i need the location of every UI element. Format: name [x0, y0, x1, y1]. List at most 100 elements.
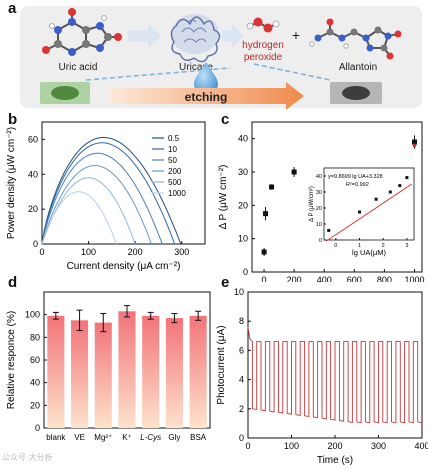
chart-c-inset-point: [388, 190, 392, 194]
chart-c-ytick-label: 30: [238, 167, 248, 177]
chart-c-inset-ytick-label: 0: [319, 238, 322, 244]
uric-acid-molecule-icon: [42, 8, 122, 56]
chart-d-bar-0: [47, 315, 65, 428]
chart-c-inset-ytick-label: 40: [316, 174, 322, 180]
chart-d-ytick-label: 100: [25, 310, 40, 320]
chart-b-ytick-label: 60: [28, 134, 38, 144]
chart-e-ylabel: Photocurrent (μA): [216, 325, 227, 404]
chart-b-power-density: 0 100 200 300 0 20 40 60 Current density (μA cm⁻…: [6, 121, 206, 272]
chart-c-inset-xtick-label: 3: [405, 243, 408, 249]
chart-b-legend-label-500: 500: [168, 178, 182, 187]
chart-e-xtick-label: 400: [414, 441, 428, 451]
etching-label: etching: [185, 90, 228, 104]
panel-a-letter: a: [8, 0, 17, 17]
chart-c-inset-ytick-label: 20: [316, 206, 322, 212]
chart-d-category-label-0: blank: [46, 433, 66, 442]
chart-b-series-200: [41, 165, 152, 245]
electrode-after-icon: [330, 82, 382, 104]
watermark: 公众号·大分析: [2, 453, 53, 462]
chart-b-xtick-label: 300: [174, 247, 189, 257]
chart-e-ytick-label: 6: [239, 345, 244, 355]
electrode-before-icon: [40, 82, 90, 104]
water-drop-icon: [194, 62, 218, 96]
panel-d-letter: d: [8, 274, 18, 291]
chart-d-bar-6: [189, 315, 207, 428]
chart-c-inset-ytick-label: 10: [316, 222, 322, 228]
plus-sign: +: [292, 27, 300, 43]
hydrogen-peroxide-molecule-icon: [246, 17, 280, 33]
reaction-arrow-2-icon: [222, 24, 244, 48]
uric-acid-label: Uric acid: [59, 62, 98, 73]
chart-c-xtick-label: 400: [317, 275, 332, 282]
chart-e-ytick-label: 0: [239, 433, 244, 443]
chart-b-ylabel: Power density (μW cm⁻²): [6, 127, 17, 239]
chart-d-category-label-5: Gly: [168, 433, 180, 442]
chart-c-point: [411, 139, 417, 145]
chart-c-inset-point: [327, 228, 331, 232]
uricase-enzyme-icon: [170, 14, 221, 63]
chart-c-inset-axes: [323, 167, 415, 241]
chart-e-xlabel: Time (s): [317, 455, 353, 466]
chart-c-xtick-label: 1000: [404, 275, 424, 282]
chart-e-ytick-label: 10: [234, 287, 244, 297]
chart-c-inset-point: [405, 176, 409, 180]
panel-b-letter: b: [8, 111, 18, 128]
panel-a-schematic: Uric acid Uricase hydrogen peroxide +: [20, 6, 422, 110]
chart-d-category-label-4: L-Cys: [140, 433, 161, 442]
chart-e-ytick-label: 4: [239, 375, 244, 385]
peroxide-label: peroxide: [244, 52, 283, 63]
chart-c-ytick-label: 40: [238, 134, 248, 144]
schematic-background: [20, 6, 422, 108]
chart-c-inset-equation: y=9.8699 lg UA+3.328: [328, 174, 383, 180]
chart-d-ylabel: Relative responce (%): [6, 311, 17, 409]
chart-b-series-0.5: [41, 137, 182, 245]
chart-b-xtick-label: 0: [39, 247, 44, 257]
chart-c-inset-point: [374, 197, 378, 201]
chart-d-category-label-3: K⁺: [122, 433, 132, 442]
chart-e-xtick-label: 300: [371, 441, 386, 451]
chart-e-ytick-label: 2: [239, 404, 244, 414]
chart-c-highlight-point: [412, 143, 417, 148]
chart-d-category-label-2: Mg²⁺: [94, 433, 112, 442]
hydrogen-label: hydrogen: [242, 40, 284, 51]
chart-d-bar-5: [165, 318, 183, 428]
chart-c-inset-fit-line: [326, 183, 412, 242]
allantoin-label: Allantoin: [339, 62, 377, 73]
chart-c-uric-acid-response: 02004006008001000010203040UA (μM)Δ P (μW…: [218, 121, 424, 282]
chart-b-xlabel: Current density (μA cm⁻²): [67, 261, 181, 272]
chart-b-series-1000: [41, 191, 117, 245]
chart-c-inset-point: [398, 184, 402, 188]
chart-c-inset-xtick-label: 0: [334, 243, 337, 249]
chart-b-ytick-label: 40: [28, 169, 38, 179]
chart-e-xtick-label: 0: [245, 441, 250, 451]
chart-d-bar-2: [94, 322, 112, 428]
reaction-arrow-icon: [128, 24, 162, 48]
chart-d-ytick-label: 80: [30, 332, 40, 342]
chart-d-ytick-label: 20: [30, 400, 40, 410]
chart-d-selectivity: 0 20 40 60 80 100 Relative responce (%) blank VE…: [6, 291, 211, 442]
chart-d-ytick-label: 40: [30, 378, 40, 388]
chart-b-legend-label-200: 200: [168, 167, 182, 176]
chart-c-inset-r2: R²=0.992: [346, 182, 369, 188]
chart-c-point: [261, 249, 267, 255]
uricase-label: Uricase: [179, 62, 213, 73]
chart-b-ytick-label: 20: [28, 204, 38, 214]
chart-b-ytick-label: 0: [33, 239, 38, 249]
chart-b-legend-label-10: 10: [168, 145, 177, 154]
chart-c-inset-xtick-label: 2: [382, 243, 385, 249]
chart-e-photocurrent-trace: [247, 326, 423, 424]
chart-d-category-label-1: VE: [74, 433, 85, 442]
chart-c-xtick-label: 200: [287, 275, 302, 282]
chart-d-ytick-label: 60: [30, 355, 40, 365]
chart-c-ytick-label: 0: [243, 267, 248, 277]
chart-c-inset-ylabel: Δ P (μW/cm²): [309, 186, 315, 222]
chart-e-xtick-label: 100: [284, 441, 299, 451]
chart-e-ytick-label: 8: [239, 316, 244, 326]
chart-c-ytick-label: 10: [238, 234, 248, 244]
chart-c-xtick-label: 0: [262, 275, 267, 282]
chart-c-inset-xlabel: lg UA(μM): [352, 248, 386, 257]
etching-arrow-icon: [110, 82, 304, 110]
chart-b-xtick-label: 200: [128, 247, 143, 257]
chart-e-xtick-label: 200: [327, 441, 342, 451]
chart-c-xtick-label: 800: [377, 275, 392, 282]
